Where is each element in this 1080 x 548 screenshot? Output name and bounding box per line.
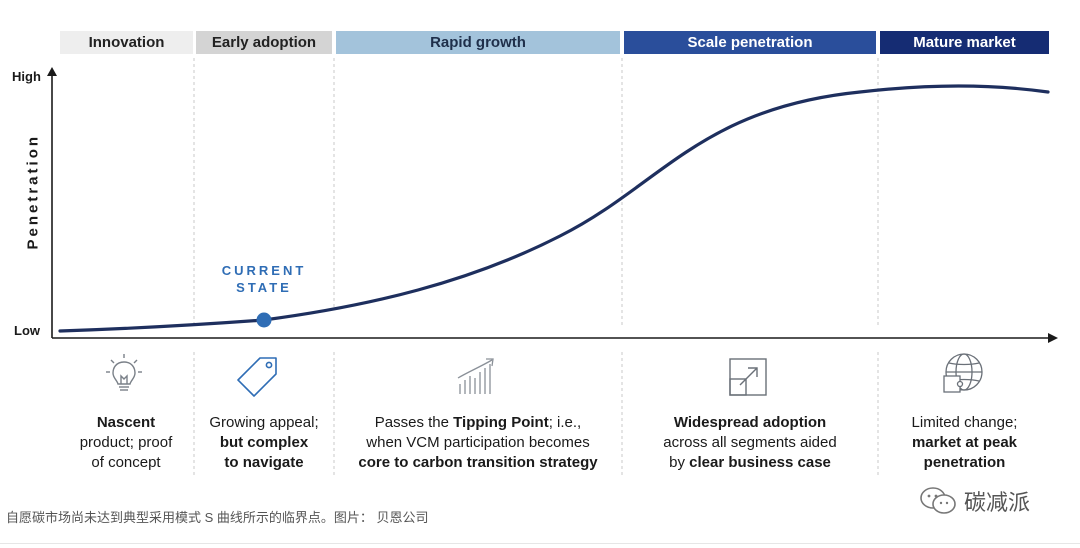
y-axis-title: Penetration: [24, 133, 42, 250]
brand-name: 碳减派: [964, 490, 1031, 515]
bottom-divider: [0, 543, 1080, 544]
desc-bold: penetration: [923, 454, 1006, 471]
desc-text: Passes the: [374, 414, 454, 431]
brand-watermark: 碳减派: [918, 484, 1068, 518]
description-mature-market: Limited change; market at peak penetrati…: [880, 413, 1049, 473]
y-axis-high-label: High: [12, 69, 41, 84]
y-axis-arrow: [47, 67, 57, 76]
globe-puzzle-icon: [943, 353, 983, 393]
desc-bold: Tipping Point: [453, 414, 549, 431]
phase-dividers: [193, 58, 879, 476]
expand-arrow-icon: [729, 358, 767, 396]
current-state-line2: STATE: [236, 280, 292, 295]
desc-text: by: [669, 454, 690, 471]
y-axis-low-label: Low: [14, 323, 40, 338]
desc-bold: Nascent: [96, 414, 156, 431]
desc-bold: core to carbon transition strategy: [358, 454, 598, 471]
description-scale-penetration: Widespread adoption across all segments …: [624, 413, 876, 473]
phase-rapid-growth: Rapid growth: [336, 31, 620, 54]
x-axis-arrow: [1048, 333, 1058, 343]
desc-text: Growing appeal;: [209, 414, 319, 431]
lightbulb-icon: [106, 354, 142, 391]
desc-text: product; proof: [79, 434, 173, 451]
current-state-marker: [256, 312, 272, 328]
desc-bold: clear business case: [689, 454, 831, 471]
tag-icon: [237, 357, 277, 397]
desc-bold: Widespread adoption: [673, 414, 827, 431]
description-early-adoption: Growing appeal; but complex to navigate: [196, 413, 332, 473]
desc-text: across all segments aided: [663, 434, 837, 451]
phase-scale-penetration: Scale penetration: [624, 31, 876, 54]
desc-text: when VCM participation becomes: [366, 434, 590, 451]
desc-bold: to navigate: [224, 454, 304, 471]
desc-text: Limited change;: [911, 414, 1018, 431]
phase-early-adoption: Early adoption: [196, 31, 332, 54]
desc-text: ; i.e.,: [548, 414, 582, 431]
current-state-line1: CURRENT: [221, 263, 307, 278]
chat-bubble-icon: [920, 487, 956, 514]
growth-bars-icon: [457, 358, 494, 394]
phase-innovation: Innovation: [60, 31, 193, 54]
desc-text: of concept: [91, 454, 161, 471]
desc-bold: but complex: [219, 434, 309, 451]
description-innovation: Nascent product; proof of concept: [58, 413, 194, 473]
image-caption: 自愿碳市场尚未达到典型采用模式 S 曲线所示的临界点。图片： 贝恩公司: [6, 510, 429, 525]
description-rapid-growth: Passes the Tipping Point; i.e., when VCM…: [336, 413, 620, 473]
desc-bold: market at peak: [911, 434, 1018, 451]
adoption-s-curve: [58, 84, 1050, 333]
current-state-label: CURRENT STATE: [200, 262, 328, 296]
phase-mature-market: Mature market: [880, 31, 1049, 54]
